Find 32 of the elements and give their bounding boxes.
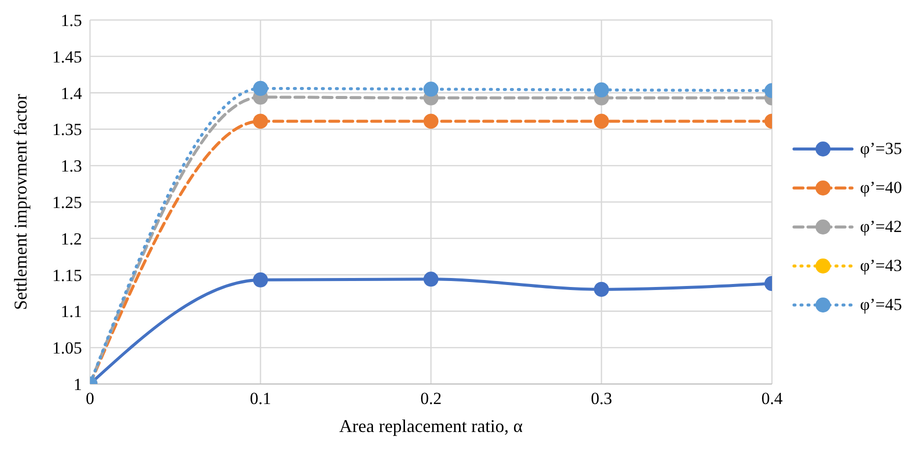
x-axis-title: Area replacement ratio, α (339, 416, 524, 436)
point (423, 82, 438, 97)
y-tick-label: 1.2 (60, 229, 82, 248)
y-tick-label: 1.45 (52, 47, 82, 66)
legend-label: φ’=42 (860, 217, 902, 237)
y-tick-label: 1.05 (52, 338, 82, 358)
point (423, 272, 438, 287)
x-tick-label: 0.2 (420, 389, 442, 408)
x-tick-label: 0.4 (761, 389, 784, 408)
point (423, 114, 438, 129)
point (252, 80, 268, 96)
y-tick-label: 1.4 (60, 84, 82, 103)
point (594, 82, 609, 98)
y-tick-label: 1.35 (52, 120, 82, 140)
y-tick-label: 1.3 (60, 156, 82, 176)
y-tick-label: 1.1 (60, 302, 82, 322)
point (594, 282, 609, 297)
x-tick-label: 0.1 (250, 389, 272, 408)
x-tick-label: 0.3 (590, 389, 612, 408)
y-tick-label: 1.5 (60, 11, 82, 30)
legend-label: φ’=45 (860, 295, 902, 315)
y-tick-label: 1 (74, 375, 82, 394)
legend-label: φ’=43 (860, 256, 902, 276)
point (252, 272, 268, 288)
point (594, 114, 609, 129)
legend-label: φ’=35 (860, 139, 902, 159)
y-axis-title: Settlement improvment factor (10, 94, 30, 310)
y-tick-label: 1.25 (52, 193, 82, 212)
x-tick-label: 0 (86, 389, 94, 408)
y-tick-label: 1.15 (52, 266, 82, 285)
legend-label: φ’=40 (860, 178, 902, 198)
point (252, 114, 268, 129)
